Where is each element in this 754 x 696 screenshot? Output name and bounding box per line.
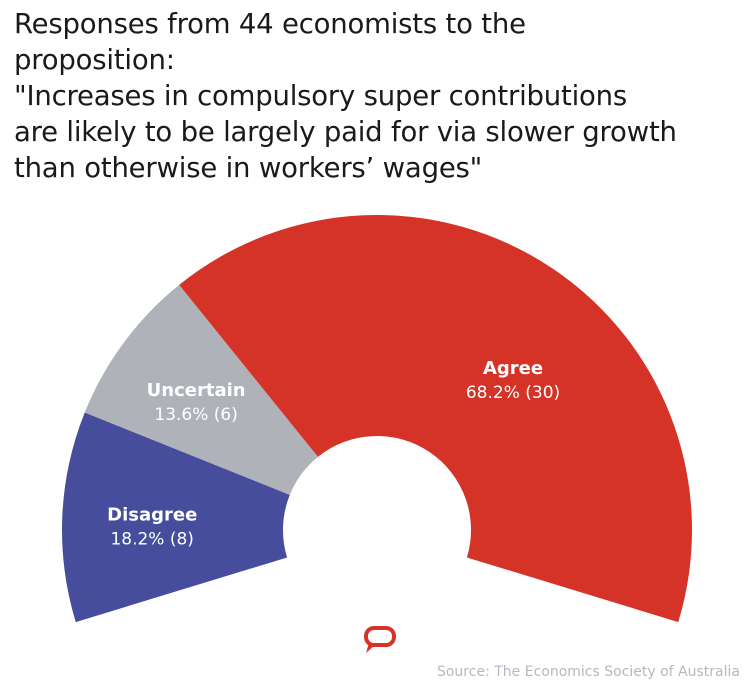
title-line: than otherwise in workers’ wages" <box>14 152 483 184</box>
slice-label-uncertain: Uncertain <box>147 380 246 401</box>
slice-label-disagree: Disagree <box>107 504 197 525</box>
slice-uncertain <box>84 284 318 495</box>
source-note: Source: The Economics Society of Austral… <box>436 664 740 680</box>
title-line: are likely to be largely paid for via sl… <box>14 116 677 148</box>
slice-value-agree: 68.2% (30) <box>466 383 560 403</box>
chart-title: Responses from 44 economists to the prop… <box>14 6 754 186</box>
slice-disagree <box>61 412 290 623</box>
title-line: Responses from 44 economists to the <box>14 8 526 40</box>
slice-label-agree: Agree <box>483 358 543 379</box>
slice-value-uncertain: 13.6% (6) <box>154 405 238 425</box>
speech-bubble-logo-icon <box>364 626 396 653</box>
slice-agree <box>179 214 693 623</box>
title-line: "Increases in compulsory super contribut… <box>14 80 628 112</box>
title-line: proposition: <box>14 44 175 76</box>
slice-value-disagree: 18.2% (8) <box>110 529 194 549</box>
